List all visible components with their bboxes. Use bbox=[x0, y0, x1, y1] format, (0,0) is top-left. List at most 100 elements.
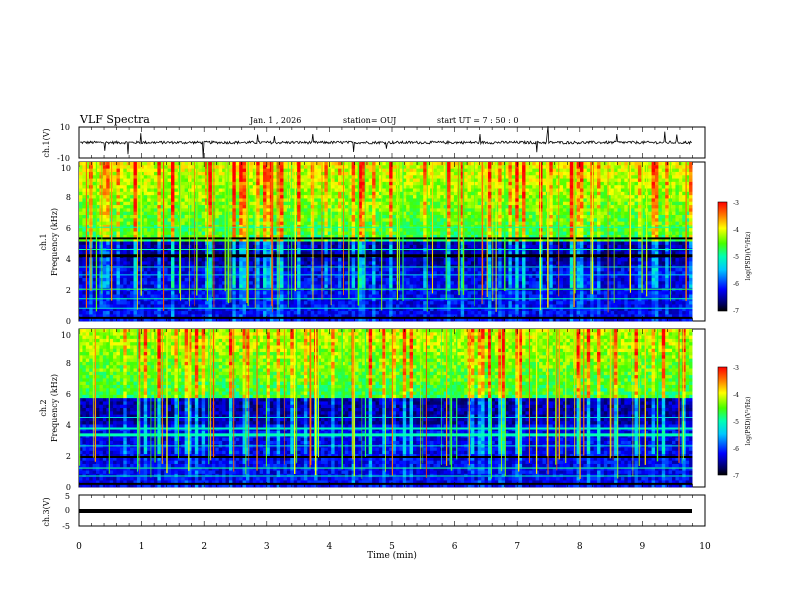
spectrogram-cell bbox=[423, 191, 428, 196]
spectrogram-cell bbox=[419, 244, 424, 249]
spectrogram-cell bbox=[385, 198, 390, 203]
spectrogram-cell bbox=[423, 175, 428, 179]
spectrogram-cell bbox=[133, 185, 138, 189]
spectrogram-cell bbox=[201, 271, 206, 276]
spectrogram-cell bbox=[331, 294, 336, 299]
spectrogram-cell bbox=[263, 251, 267, 256]
spectrogram-cell bbox=[259, 258, 264, 262]
spectrogram-cell bbox=[96, 221, 100, 226]
spectrogram-cell bbox=[171, 162, 175, 166]
spectrogram-cell bbox=[402, 261, 407, 266]
spectrogram-cell bbox=[375, 221, 380, 226]
spectrogram-cell bbox=[331, 171, 336, 176]
spectrogram-cell bbox=[106, 185, 111, 189]
spectrogram-cell bbox=[99, 274, 104, 279]
spectrogram-cell bbox=[368, 281, 373, 285]
spectrogram-cell bbox=[252, 277, 257, 282]
spectrogram-cell bbox=[423, 261, 428, 266]
spectrogram-cell bbox=[423, 185, 428, 189]
spectrogram-cell bbox=[283, 208, 288, 213]
spectrogram-cell bbox=[344, 277, 349, 282]
spectrogram-cell bbox=[355, 317, 359, 322]
spectrogram-cell bbox=[344, 211, 349, 216]
spectrogram-cell bbox=[198, 284, 203, 289]
spectrogram-cell bbox=[303, 218, 308, 223]
spectrogram-cell bbox=[215, 211, 220, 216]
spectrogram-cell bbox=[102, 205, 107, 209]
spectrogram-cell bbox=[358, 201, 363, 206]
spectrogram-cell bbox=[79, 181, 83, 186]
spectrogram-cell bbox=[201, 188, 206, 193]
spectrogram-cell bbox=[263, 304, 267, 309]
spectrogram-cell bbox=[273, 304, 278, 309]
spectrogram-cell bbox=[266, 294, 271, 299]
spectrogram-cell bbox=[249, 181, 254, 186]
spectrogram-cell bbox=[266, 191, 271, 196]
spectrogram-cell bbox=[338, 248, 342, 252]
spectrogram-cell bbox=[153, 208, 158, 213]
spectrogram-cell bbox=[133, 175, 138, 179]
spectrogram-cell bbox=[399, 317, 404, 322]
spectrogram-cell bbox=[361, 291, 366, 295]
spectrogram-cell bbox=[334, 251, 339, 256]
spectrogram-cell bbox=[136, 185, 141, 189]
spectrogram-cell bbox=[150, 251, 155, 256]
spectrogram-cell bbox=[413, 261, 417, 266]
spectrogram-cell bbox=[375, 294, 380, 299]
spectrogram-cell bbox=[119, 211, 124, 216]
spectrogram-cell bbox=[273, 198, 278, 203]
spectrogram-cell bbox=[150, 248, 155, 252]
spectrogram-cell bbox=[82, 294, 87, 299]
spectrogram-cell bbox=[181, 198, 186, 203]
spectrogram-cell bbox=[331, 297, 336, 302]
spectrogram-cell bbox=[133, 178, 138, 183]
spectrogram-cell bbox=[218, 228, 223, 232]
spectrogram-cell bbox=[140, 198, 145, 203]
spectrogram-cell bbox=[133, 241, 138, 246]
spectrogram-cell bbox=[96, 258, 100, 262]
spectrogram-cell bbox=[96, 162, 100, 166]
spectrogram-cell bbox=[389, 168, 393, 173]
spectrogram-cell bbox=[123, 241, 128, 246]
spectrogram-cell bbox=[385, 251, 390, 256]
spectrogram-cell bbox=[307, 195, 312, 199]
spectrogram-cell bbox=[263, 188, 267, 193]
spectrogram-cell bbox=[119, 284, 124, 289]
spectrogram-cell bbox=[113, 181, 117, 186]
spectrogram-cell bbox=[198, 215, 203, 219]
spectrogram-cell bbox=[99, 297, 104, 302]
spectrogram-cell bbox=[119, 231, 124, 236]
spectrogram-cell bbox=[85, 175, 90, 179]
spectrogram-cell bbox=[208, 261, 213, 266]
spectrogram-cell bbox=[143, 277, 148, 282]
spectrogram-cell bbox=[351, 294, 356, 299]
spectrogram-cell bbox=[399, 248, 404, 252]
spectrogram-cell bbox=[395, 301, 400, 305]
spectrogram-cell bbox=[382, 281, 387, 285]
spectrogram-cell bbox=[215, 195, 220, 199]
spectrogram-cell bbox=[317, 294, 322, 299]
spectrogram-cell bbox=[191, 195, 196, 199]
spectrogram-cell bbox=[96, 171, 100, 176]
spectrogram-cell bbox=[208, 238, 213, 242]
spectrogram-cell bbox=[174, 168, 179, 173]
spectrogram-cell bbox=[102, 221, 107, 226]
spectrogram-cell bbox=[317, 201, 322, 206]
spectrogram-cell bbox=[372, 201, 376, 206]
spectrogram-cell bbox=[297, 281, 301, 285]
spectrogram-cell bbox=[307, 297, 312, 302]
spectrogram-cell bbox=[143, 221, 148, 226]
spectrogram-cell bbox=[266, 241, 271, 246]
spectrogram-cell bbox=[259, 188, 264, 193]
spectrogram-cell bbox=[378, 317, 383, 322]
spectrogram-cell bbox=[153, 211, 158, 216]
spectrogram-cell bbox=[419, 307, 424, 312]
spectrogram-cell bbox=[324, 297, 329, 302]
spectrogram-cell bbox=[116, 205, 121, 209]
spectrogram-cell bbox=[130, 188, 134, 193]
spectrogram-cell bbox=[92, 251, 97, 256]
spectrogram-cell bbox=[102, 168, 107, 173]
spectrogram-cell bbox=[402, 234, 407, 239]
spectrogram-cell bbox=[113, 297, 117, 302]
spectrogram-cell bbox=[314, 261, 318, 266]
